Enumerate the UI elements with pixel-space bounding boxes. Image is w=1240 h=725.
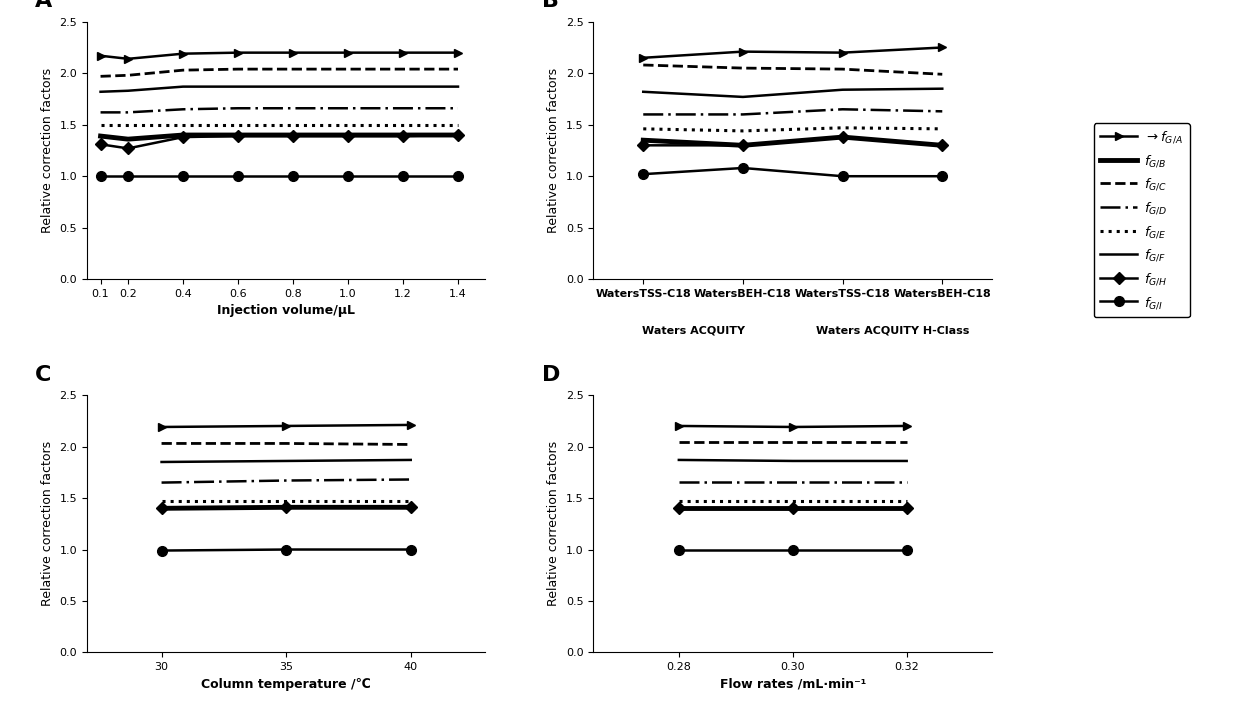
Y-axis label: Relative correction factors: Relative correction factors [547,68,560,233]
X-axis label: Flow rates /mL·min⁻¹: Flow rates /mL·min⁻¹ [719,678,866,691]
X-axis label: Column temperature /℃: Column temperature /℃ [201,678,371,691]
Text: Waters ACQUITY: Waters ACQUITY [641,326,744,336]
Legend: $\rightarrow$$\it{f}_{G/A}$, $\it{f}_{G/B}$, $\it{f}_{G/C}$, $\it{f}_{G/D}$, $\i: $\rightarrow$$\it{f}_{G/A}$, $\it{f}_{G/… [1094,123,1189,317]
Text: B: B [542,0,558,12]
Text: C: C [35,365,51,385]
Y-axis label: Relative correction factors: Relative correction factors [547,442,560,606]
Text: D: D [542,365,560,385]
X-axis label: Injection volume/μL: Injection volume/μL [217,304,355,318]
Y-axis label: Relative correction factors: Relative correction factors [41,442,53,606]
Text: A: A [35,0,52,12]
Text: Waters ACQUITY H-Class: Waters ACQUITY H-Class [816,326,970,336]
Y-axis label: Relative correction factors: Relative correction factors [41,68,53,233]
